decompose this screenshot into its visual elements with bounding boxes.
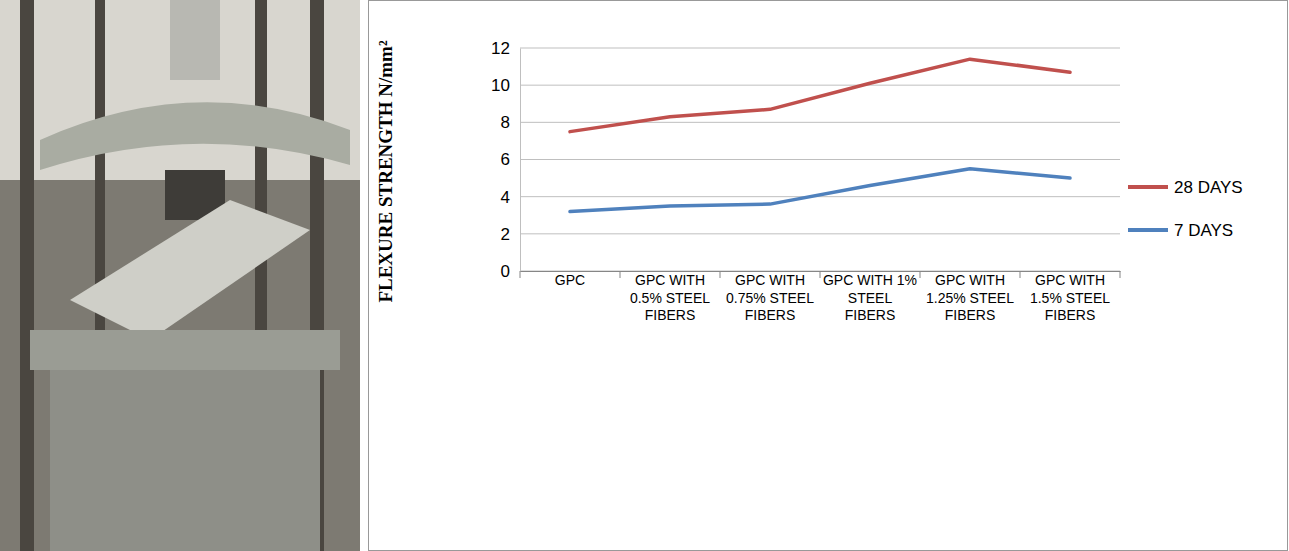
y-tick-label: 6 [501, 150, 510, 169]
series-line [570, 169, 1070, 212]
x-tick-label-line: STEEL [848, 290, 893, 306]
y-tick: 2 [501, 225, 520, 244]
grid-line [520, 48, 1120, 49]
x-tick-label-line: GPC WITH [935, 272, 1005, 288]
x-boundary-mark [620, 271, 621, 278]
grid-line [520, 85, 1120, 86]
x-boundary-mark [820, 271, 821, 278]
legend-label: 28 DAYS [1174, 178, 1243, 197]
x-tick: GPC WITH 0.75% STEELFIBERS [726, 271, 814, 323]
x-boundary-mark [920, 271, 921, 278]
photo-column [20, 0, 34, 551]
photo-crosshead [40, 102, 350, 170]
y-tick: 10 [491, 76, 520, 95]
chart-frame [369, 1, 1288, 551]
photo-background [0, 0, 360, 551]
x-tick-label-line: GPC WITH [635, 272, 705, 288]
photo [0, 0, 360, 551]
x-boundary-mark [720, 271, 721, 278]
x-tick-label: GPC WITH 0.5% STEELFIBERS [630, 272, 710, 323]
x-tick-label: GPC WITH 1% STEELFIBERS [823, 272, 917, 323]
x-tick-label-line: 1.25% STEEL [926, 290, 1014, 306]
x-tick-label-line: GPC [555, 272, 585, 288]
x-boundary-mark [1120, 271, 1121, 278]
grid [520, 48, 1120, 271]
y-tick-label: 8 [501, 113, 510, 132]
legend: 28 DAYS 7 DAYS [1128, 178, 1243, 240]
grid-line [520, 122, 1120, 123]
series-line [570, 59, 1070, 131]
y-axis-line [520, 49, 521, 272]
y-tick: 12 [491, 39, 520, 58]
x-tick-label-line: FIBERS [745, 307, 796, 323]
legend-label: 7 DAYS [1174, 221, 1233, 240]
y-tick: 6 [501, 150, 520, 169]
plot: 024681012GPCGPC WITH0.5% STEELFIBERSGPC … [491, 39, 1120, 323]
legend-item: 7 DAYS [1128, 221, 1233, 240]
x-tick-label-line: FIBERS [645, 307, 696, 323]
photo-ram [170, 0, 220, 80]
x-tick-label-line: GPC WITH [735, 272, 805, 288]
x-tick-label: GPC WITH 1.5% STEELFIBERS [1030, 272, 1110, 323]
x-tick-label-line: FIBERS [845, 307, 896, 323]
x-tick-label-line: GPC WITH 1% [823, 272, 917, 288]
x-tick-label-line: 1.5% STEEL [1030, 290, 1110, 306]
y-tick-label: 0 [501, 262, 510, 281]
x-tick-label-line: 0.75% STEEL [726, 290, 814, 306]
x-tick-label: GPC [555, 272, 585, 288]
photo-support [50, 370, 320, 551]
lines [570, 59, 1070, 211]
x-axis: GPCGPC WITH0.5% STEELFIBERSGPC WITH0.75%… [520, 271, 1121, 323]
grid-line [520, 233, 1120, 234]
x-tick: GPC [555, 271, 585, 288]
y-tick-label: 4 [501, 188, 510, 207]
x-tick: GPC WITH 1% STEELFIBERS [823, 271, 917, 323]
canvas: 024681012GPCGPC WITH0.5% STEELFIBERSGPC … [0, 0, 1289, 551]
legend-swatch [1128, 228, 1168, 232]
x-tick-label: GPC WITH 1.25% STEELFIBERS [926, 272, 1014, 323]
x-boundary-mark [1020, 271, 1021, 278]
x-tick-label-line: FIBERS [945, 307, 996, 323]
x-boundary-mark [520, 271, 521, 278]
x-tick: GPC WITH 1.25% STEELFIBERS [926, 271, 1014, 323]
y-tick-label: 12 [491, 39, 510, 58]
y-tick: 0 [501, 262, 520, 281]
y-axis-title: FLEXURE STRENGTH N/mm² [375, 40, 396, 303]
photo-specimen [70, 200, 310, 340]
x-tick-label-line: 0.5% STEEL [630, 290, 710, 306]
y-tick: 8 [501, 113, 520, 132]
x-tick: GPC WITH 0.5% STEELFIBERS [630, 271, 710, 323]
x-tick-label: GPC WITH 0.75% STEELFIBERS [726, 272, 814, 323]
x-tick-label-line: GPC WITH [1035, 272, 1105, 288]
y-axis: 0 2 4 6 8 10 12 [491, 39, 520, 281]
photo-base [30, 330, 340, 370]
photo-wall [0, 0, 360, 180]
legend-swatch [1128, 185, 1168, 189]
y-tick: 4 [501, 188, 520, 207]
x-tick-label-line: FIBERS [1045, 307, 1096, 323]
y-tick-label: 2 [501, 225, 510, 244]
y-tick-label: 10 [491, 76, 510, 95]
grid-line [520, 159, 1120, 160]
x-tick: GPC WITH 1.5% STEELFIBERS [1030, 271, 1110, 323]
legend-item: 28 DAYS [1128, 178, 1243, 197]
